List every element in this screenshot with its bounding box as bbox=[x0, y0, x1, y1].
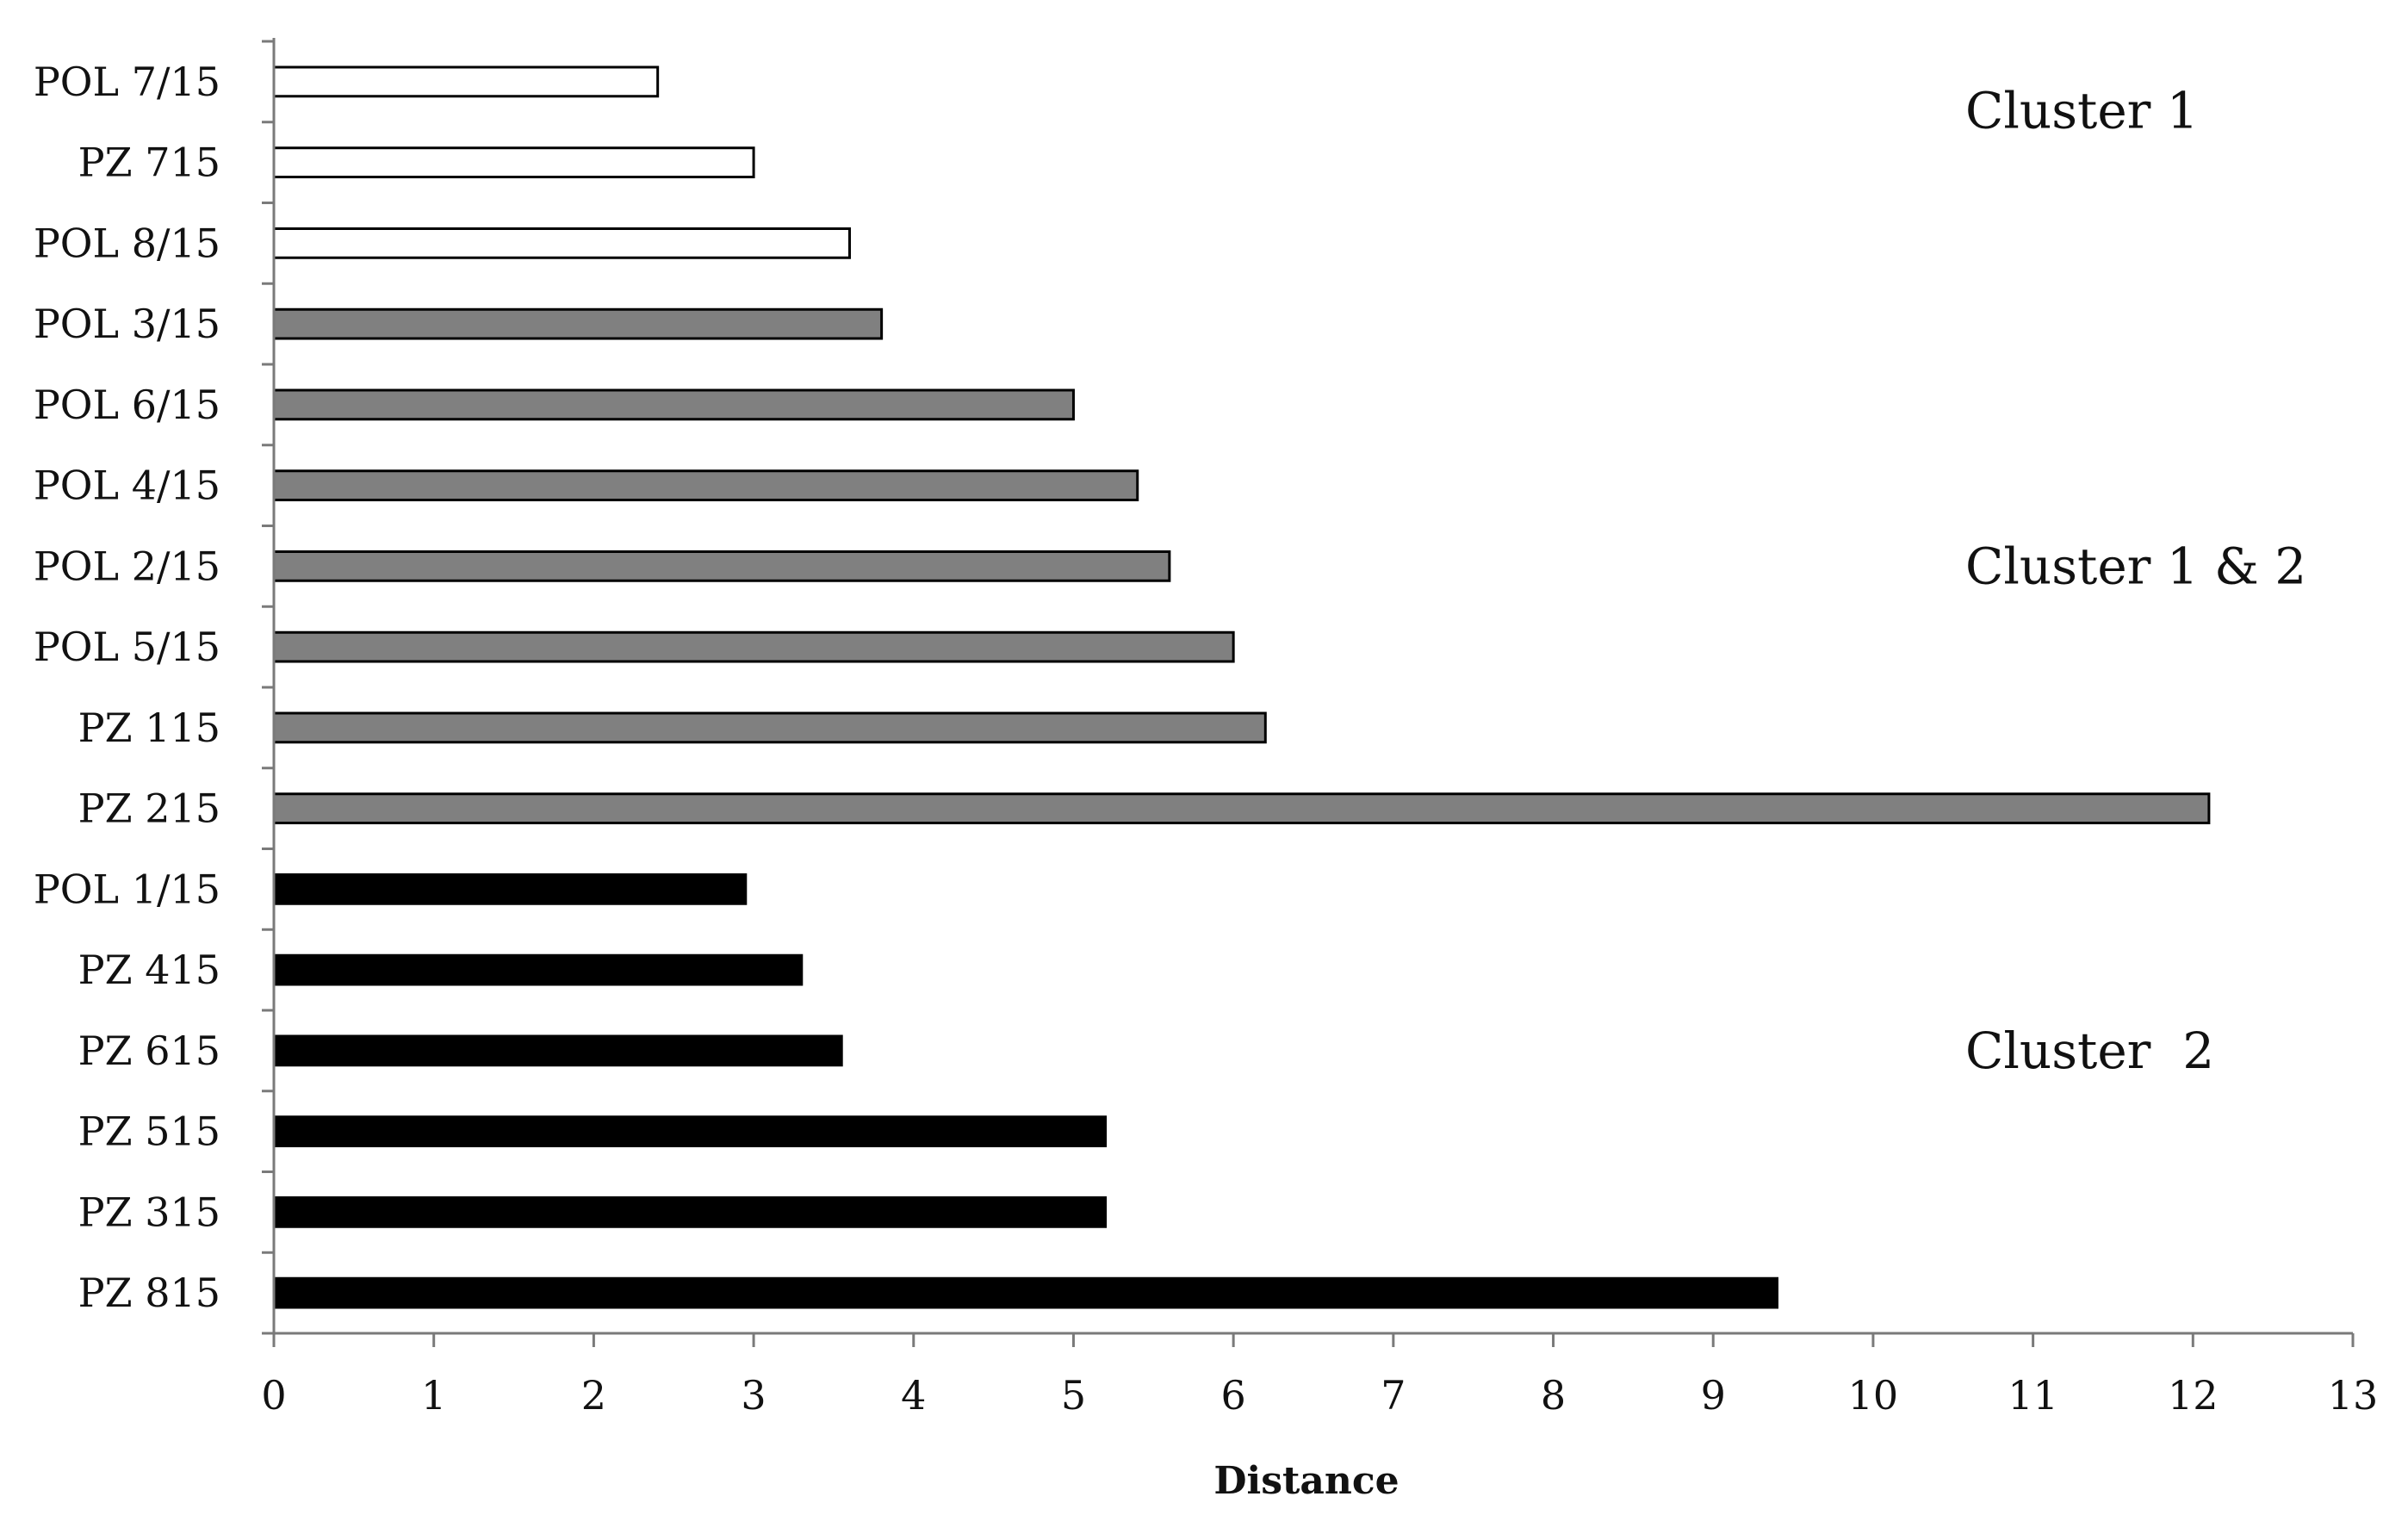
axes-layer bbox=[262, 38, 2355, 1347]
x-tick-label: 9 bbox=[1701, 1372, 1726, 1419]
category-label: PZ 615 bbox=[78, 1028, 220, 1074]
category-label: POL 5/15 bbox=[34, 624, 220, 670]
x-tick-label: 1 bbox=[421, 1372, 446, 1419]
bar-4 bbox=[272, 307, 884, 340]
category-label: PZ 115 bbox=[78, 705, 220, 751]
category-label: POL 4/15 bbox=[34, 463, 220, 509]
cluster-annotation-1: Cluster 1 bbox=[1965, 82, 2199, 140]
bar-15 bbox=[272, 1196, 1108, 1228]
category-label: PZ 315 bbox=[78, 1189, 220, 1235]
x-axis-title: Distance bbox=[1213, 1459, 1399, 1503]
x-tick-label: 11 bbox=[2008, 1372, 2058, 1419]
labels-layer: POL 7/15 PZ 715 POL 8/15 POL 3/15 POL 6/15 PO… bbox=[34, 59, 2378, 1503]
category-label: PZ 415 bbox=[78, 947, 220, 993]
bar-6 bbox=[272, 469, 1139, 501]
x-tick-label: 2 bbox=[581, 1372, 606, 1419]
x-tick-label: 10 bbox=[1848, 1372, 1899, 1419]
bar-14 bbox=[272, 1115, 1108, 1147]
x-tick-label: 6 bbox=[1221, 1372, 1246, 1419]
bar-3 bbox=[272, 227, 851, 259]
bar-13 bbox=[272, 1034, 843, 1067]
category-label: POL 2/15 bbox=[34, 543, 220, 589]
bar-12 bbox=[272, 953, 804, 986]
bar-1 bbox=[272, 65, 660, 98]
bar-7 bbox=[272, 550, 1171, 582]
x-tick-label: 0 bbox=[261, 1372, 286, 1419]
x-tick-label: 13 bbox=[2328, 1372, 2379, 1419]
cluster-annotation-2: Cluster 1 & 2 bbox=[1965, 537, 2306, 595]
bar-11 bbox=[272, 873, 748, 905]
bar-9 bbox=[272, 711, 1267, 744]
bars-layer bbox=[272, 65, 2211, 1309]
category-label: PZ 815 bbox=[78, 1270, 220, 1316]
x-tick-label: 8 bbox=[1541, 1372, 1566, 1419]
x-tick-label: 12 bbox=[2168, 1372, 2219, 1419]
category-label: PZ 515 bbox=[78, 1108, 220, 1155]
category-label: POL 6/15 bbox=[34, 382, 220, 428]
bar-2 bbox=[272, 146, 755, 178]
category-label: PZ 715 bbox=[78, 140, 220, 186]
x-tick-label: 5 bbox=[1061, 1372, 1086, 1419]
bar-8 bbox=[272, 630, 1235, 663]
x-tick-label: 7 bbox=[1381, 1372, 1406, 1419]
category-label: POL 8/15 bbox=[34, 220, 220, 266]
bar-10 bbox=[272, 792, 2211, 824]
bar-5 bbox=[272, 388, 1075, 421]
cluster-annotation-3: Cluster 2 bbox=[1965, 1021, 2214, 1080]
x-tick-label: 3 bbox=[741, 1372, 766, 1419]
category-label: POL 1/15 bbox=[34, 866, 220, 912]
category-label: POL 3/15 bbox=[34, 301, 220, 347]
category-label: POL 7/15 bbox=[34, 59, 220, 105]
x-tick-label: 4 bbox=[901, 1372, 926, 1419]
bar-16 bbox=[272, 1276, 1779, 1309]
category-label: PZ 215 bbox=[78, 786, 220, 832]
